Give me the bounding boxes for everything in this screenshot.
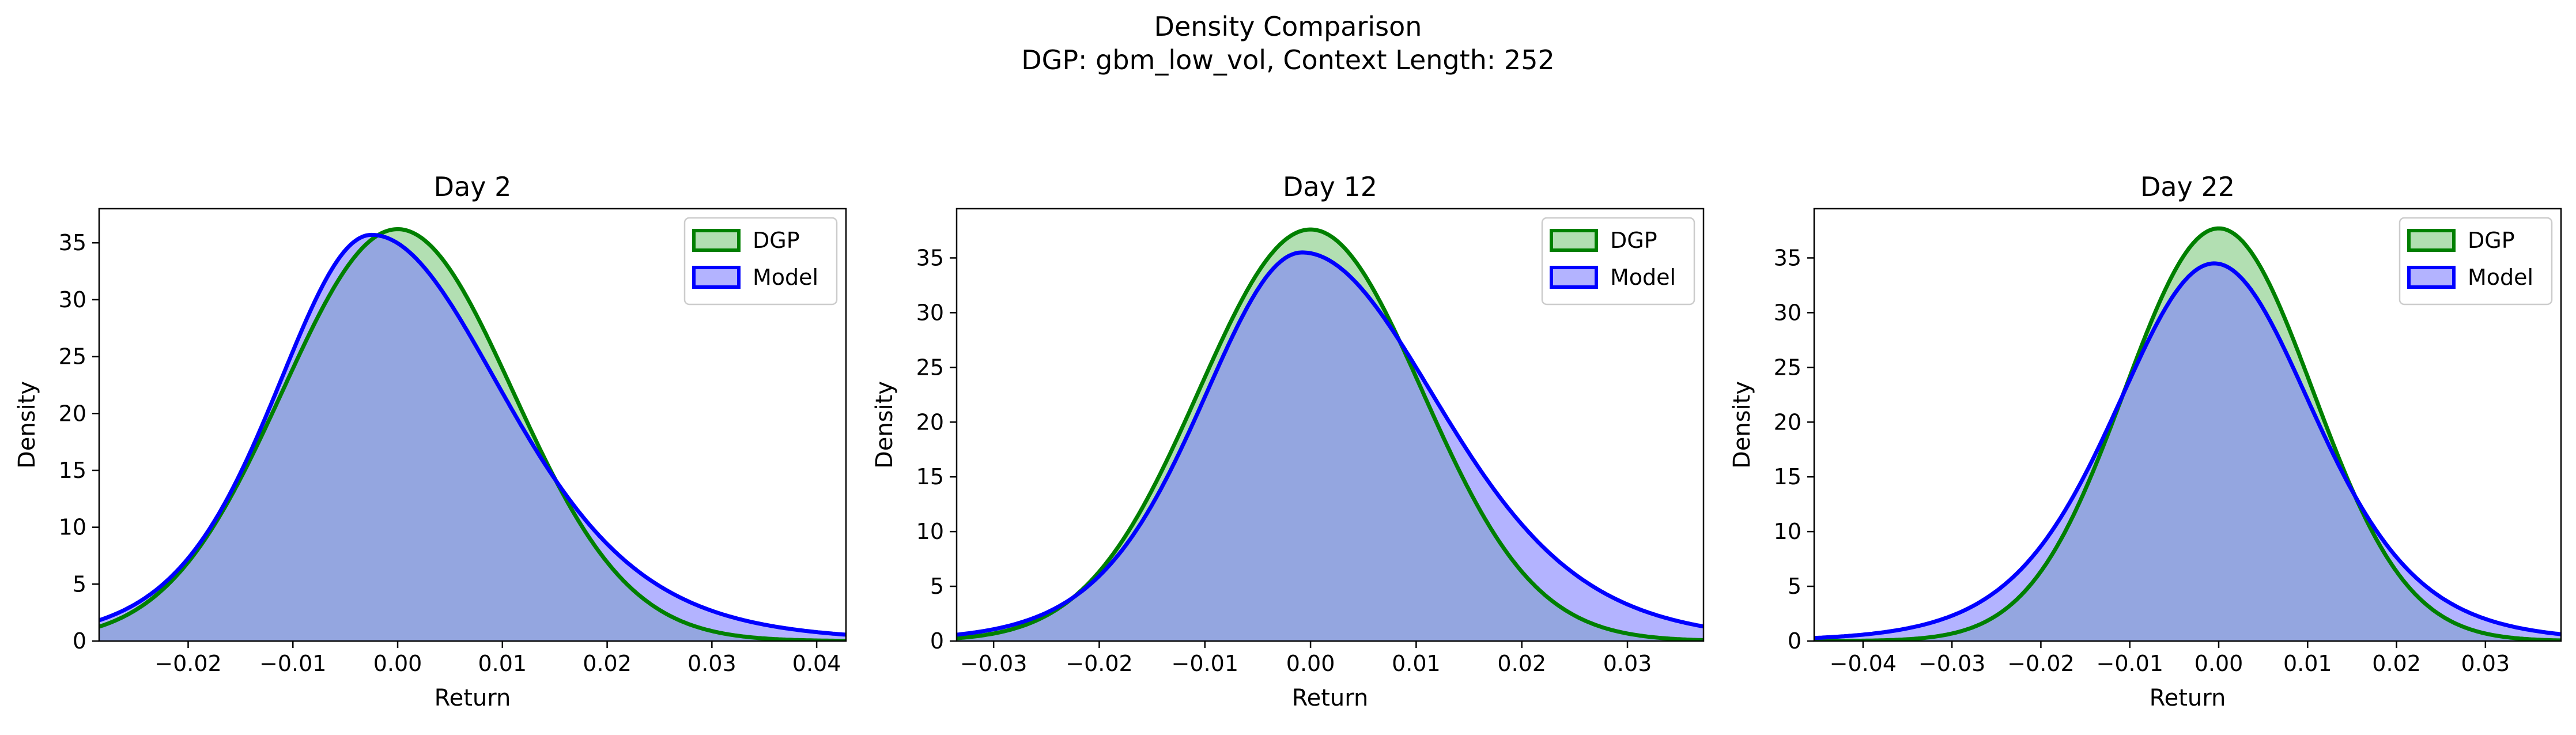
x-tick-label: −0.02: [154, 651, 221, 676]
model-density-fill: [957, 252, 1704, 641]
axes-frame: [955, 208, 1705, 642]
plot-area: [99, 227, 846, 641]
y-tick-label: 30: [916, 300, 944, 325]
y-tick-label: 20: [916, 409, 944, 435]
legend-swatch-dgp: [692, 229, 741, 252]
x-tick-label: −0.03: [960, 651, 1027, 676]
legend-label-model: Model: [753, 265, 818, 290]
axes-frame: [98, 208, 847, 642]
y-tick-label: 5: [1788, 574, 1801, 599]
axes-frame: [1813, 208, 2562, 642]
y-tick-label: 35: [916, 245, 944, 270]
plot-area: [1814, 226, 2561, 641]
subplot-title: Day 12: [1283, 171, 1377, 202]
y-tick-label: 30: [1774, 300, 1801, 325]
y-tick-label: 15: [916, 464, 944, 489]
x-tick-label: 0.00: [1286, 651, 1335, 676]
model-density-fill: [1814, 263, 2561, 641]
legend-swatch-dgp: [1550, 229, 1598, 252]
legend-label-dgp: DGP: [753, 228, 800, 253]
x-tick-label: 0.00: [373, 651, 422, 676]
chart-panel-3: −0.04 −0.03 −0.02 −0.01 0.00 0.01 0.02 0.03 0 5 10…: [1729, 171, 2562, 711]
x-tick-label: 0.02: [583, 651, 632, 676]
legend-swatch-model: [2407, 266, 2456, 289]
x-tick-label: −0.02: [2007, 651, 2074, 676]
legend-label-dgp: DGP: [2468, 228, 2515, 253]
x-tick-label: 0.03: [1603, 651, 1652, 676]
x-tick-label: 0.03: [2461, 651, 2510, 676]
x-tick-label: −0.01: [2096, 651, 2163, 676]
subplot-title: Day 22: [2140, 171, 2235, 202]
x-axis-label: Return: [435, 685, 511, 711]
y-tick-label: 15: [1774, 464, 1801, 489]
x-tick-label: −0.04: [1830, 651, 1897, 676]
x-tick-label: 0.01: [2283, 651, 2332, 676]
x-tick-label: −0.01: [1172, 651, 1238, 676]
x-tick-label: 0.01: [478, 651, 527, 676]
y-axis-label: Density: [1729, 381, 1755, 469]
legend: DGP Model: [2399, 217, 2553, 306]
x-tick-label: 0.02: [1497, 651, 1546, 676]
x-axis-label: Return: [2150, 685, 2226, 711]
figure-subtitle: DGP: gbm_low_vol, Context Length: 252: [1021, 44, 1554, 76]
y-tick-label: 25: [59, 344, 86, 370]
model-density-fill: [99, 235, 846, 641]
y-tick-label: 25: [916, 355, 944, 380]
y-tick-label: 10: [59, 515, 86, 540]
chart-panel-2: −0.03 −0.02 −0.01 0.00 0.01 0.02 0.03 0 5 10 15 20 2…: [871, 171, 1705, 711]
legend: DGP Model: [683, 217, 838, 306]
legend-label-dgp: DGP: [1610, 228, 1657, 253]
chart-panels: −0.02 −0.01 0.00 0.01 0.02 0.03 0.04 0 5 10 15 20 25…: [14, 171, 2562, 711]
subplot-title: Day 2: [434, 171, 512, 202]
figure-title: Density Comparison: [1154, 11, 1422, 42]
y-tick-label: 10: [916, 519, 944, 544]
dgp-density-line: [1814, 226, 2561, 641]
y-tick-label: 5: [930, 574, 944, 599]
chart-panel-1: −0.02 −0.01 0.00 0.01 0.02 0.03 0.04 0 5 10 15 20 25…: [14, 171, 847, 711]
y-tick-label: 25: [1774, 355, 1801, 380]
model-density-line: [957, 250, 1704, 637]
model-density-line: [1814, 261, 2561, 640]
legend-swatch-dgp: [2407, 229, 2456, 252]
y-tick-label: 35: [1774, 245, 1801, 270]
x-tick-label: −0.02: [1066, 651, 1132, 676]
y-tick-label: 10: [1774, 519, 1801, 544]
x-tick-label: 0.04: [792, 651, 841, 676]
y-tick-label: 5: [73, 571, 86, 597]
plot-area: [957, 227, 1704, 641]
model-density-line: [99, 232, 846, 637]
y-axis-label: Density: [14, 381, 40, 469]
x-axis-label: Return: [1292, 685, 1369, 711]
y-tick-label: 0: [1788, 628, 1801, 654]
legend-label-model: Model: [1610, 265, 1676, 290]
legend-swatch-model: [692, 266, 741, 289]
y-axis-label: Density: [871, 381, 898, 469]
x-tick-label: 0.03: [688, 651, 736, 676]
x-tick-label: −0.01: [259, 651, 326, 676]
x-tick-label: −0.03: [1918, 651, 1985, 676]
legend-label-model: Model: [2468, 265, 2533, 290]
dgp-density-line: [99, 227, 846, 641]
y-tick-label: 30: [59, 287, 86, 312]
y-tick-label: 20: [59, 401, 86, 426]
y-tick-label: 15: [59, 458, 86, 483]
x-tick-label: 0.01: [1392, 651, 1441, 676]
y-tick-label: 0: [73, 628, 86, 654]
y-tick-label: 20: [1774, 409, 1801, 435]
x-tick-label: 0.00: [2194, 651, 2243, 676]
y-tick-label: 35: [59, 230, 86, 255]
x-tick-label: 0.02: [2372, 651, 2421, 676]
legend-swatch-model: [1550, 266, 1598, 289]
legend: DGP Model: [1541, 217, 1695, 306]
y-tick-label: 0: [930, 628, 944, 654]
